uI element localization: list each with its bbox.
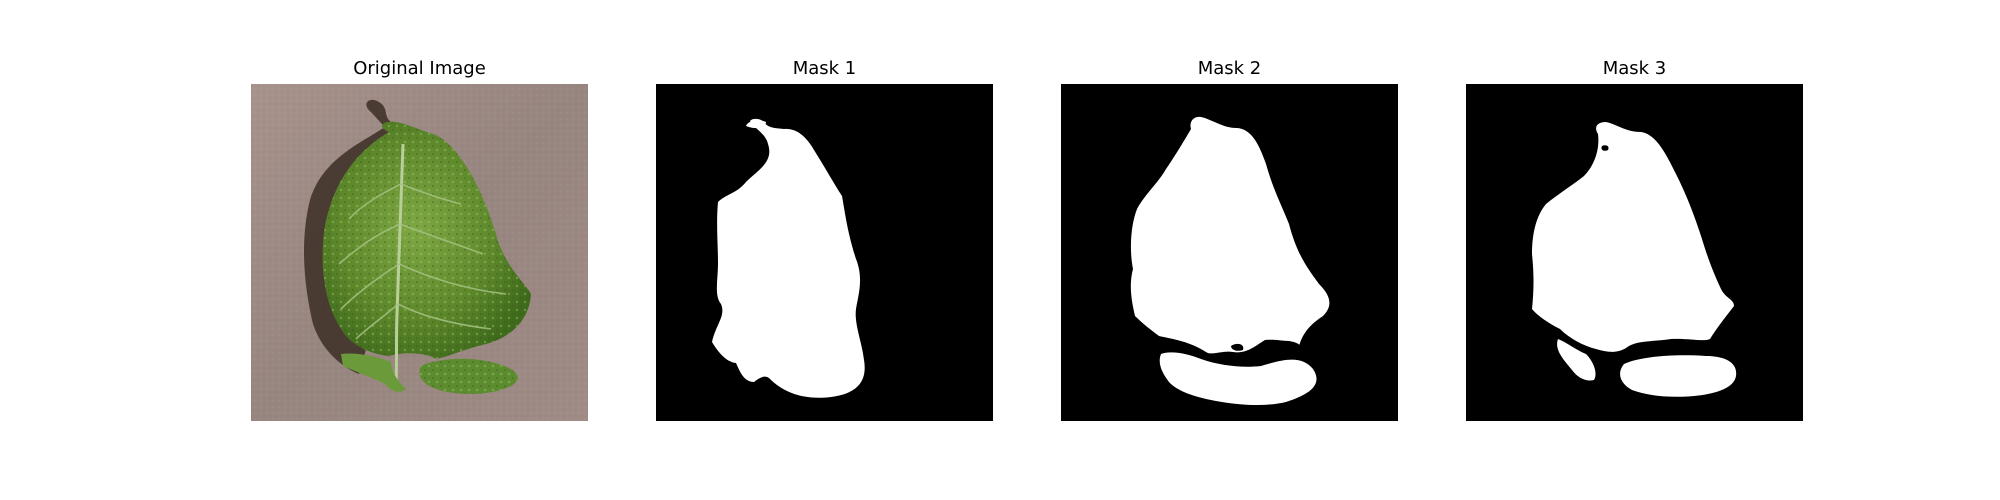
mask-1-panel	[656, 84, 993, 421]
small-leaf-texture	[419, 358, 518, 394]
mask-3-title: Mask 3	[1602, 58, 1667, 79]
mask-1-image	[656, 84, 993, 421]
mask-2-panel	[1061, 84, 1398, 421]
mask-region	[712, 118, 865, 398]
leaf-shadow	[304, 99, 391, 374]
original-image-title: Original Image	[353, 58, 486, 79]
mask-region	[1130, 116, 1330, 354]
leaf-texture	[322, 121, 531, 359]
mask-small-hole	[1601, 145, 1609, 151]
original-image-panel	[251, 84, 588, 421]
mask-2-image	[1061, 84, 1398, 421]
leaf-stem	[341, 353, 406, 392]
mask-3-panel	[1466, 84, 1803, 421]
mask-2-title: Mask 2	[1197, 58, 1262, 79]
mask-small-blob	[1557, 339, 1596, 381]
mask-3-image	[1466, 84, 1803, 421]
mask-hole	[1261, 340, 1301, 356]
leaf-midrib	[394, 143, 405, 385]
mask-lower-blob	[1159, 352, 1317, 406]
mask-region	[1532, 122, 1734, 352]
mask-lower-blob	[1620, 355, 1737, 397]
mask-1-title: Mask 1	[792, 58, 857, 79]
mask-small-blob	[746, 120, 766, 129]
mask-hole	[1231, 343, 1244, 351]
original-leaf-photo	[251, 84, 588, 421]
leaf-veins	[338, 183, 507, 340]
